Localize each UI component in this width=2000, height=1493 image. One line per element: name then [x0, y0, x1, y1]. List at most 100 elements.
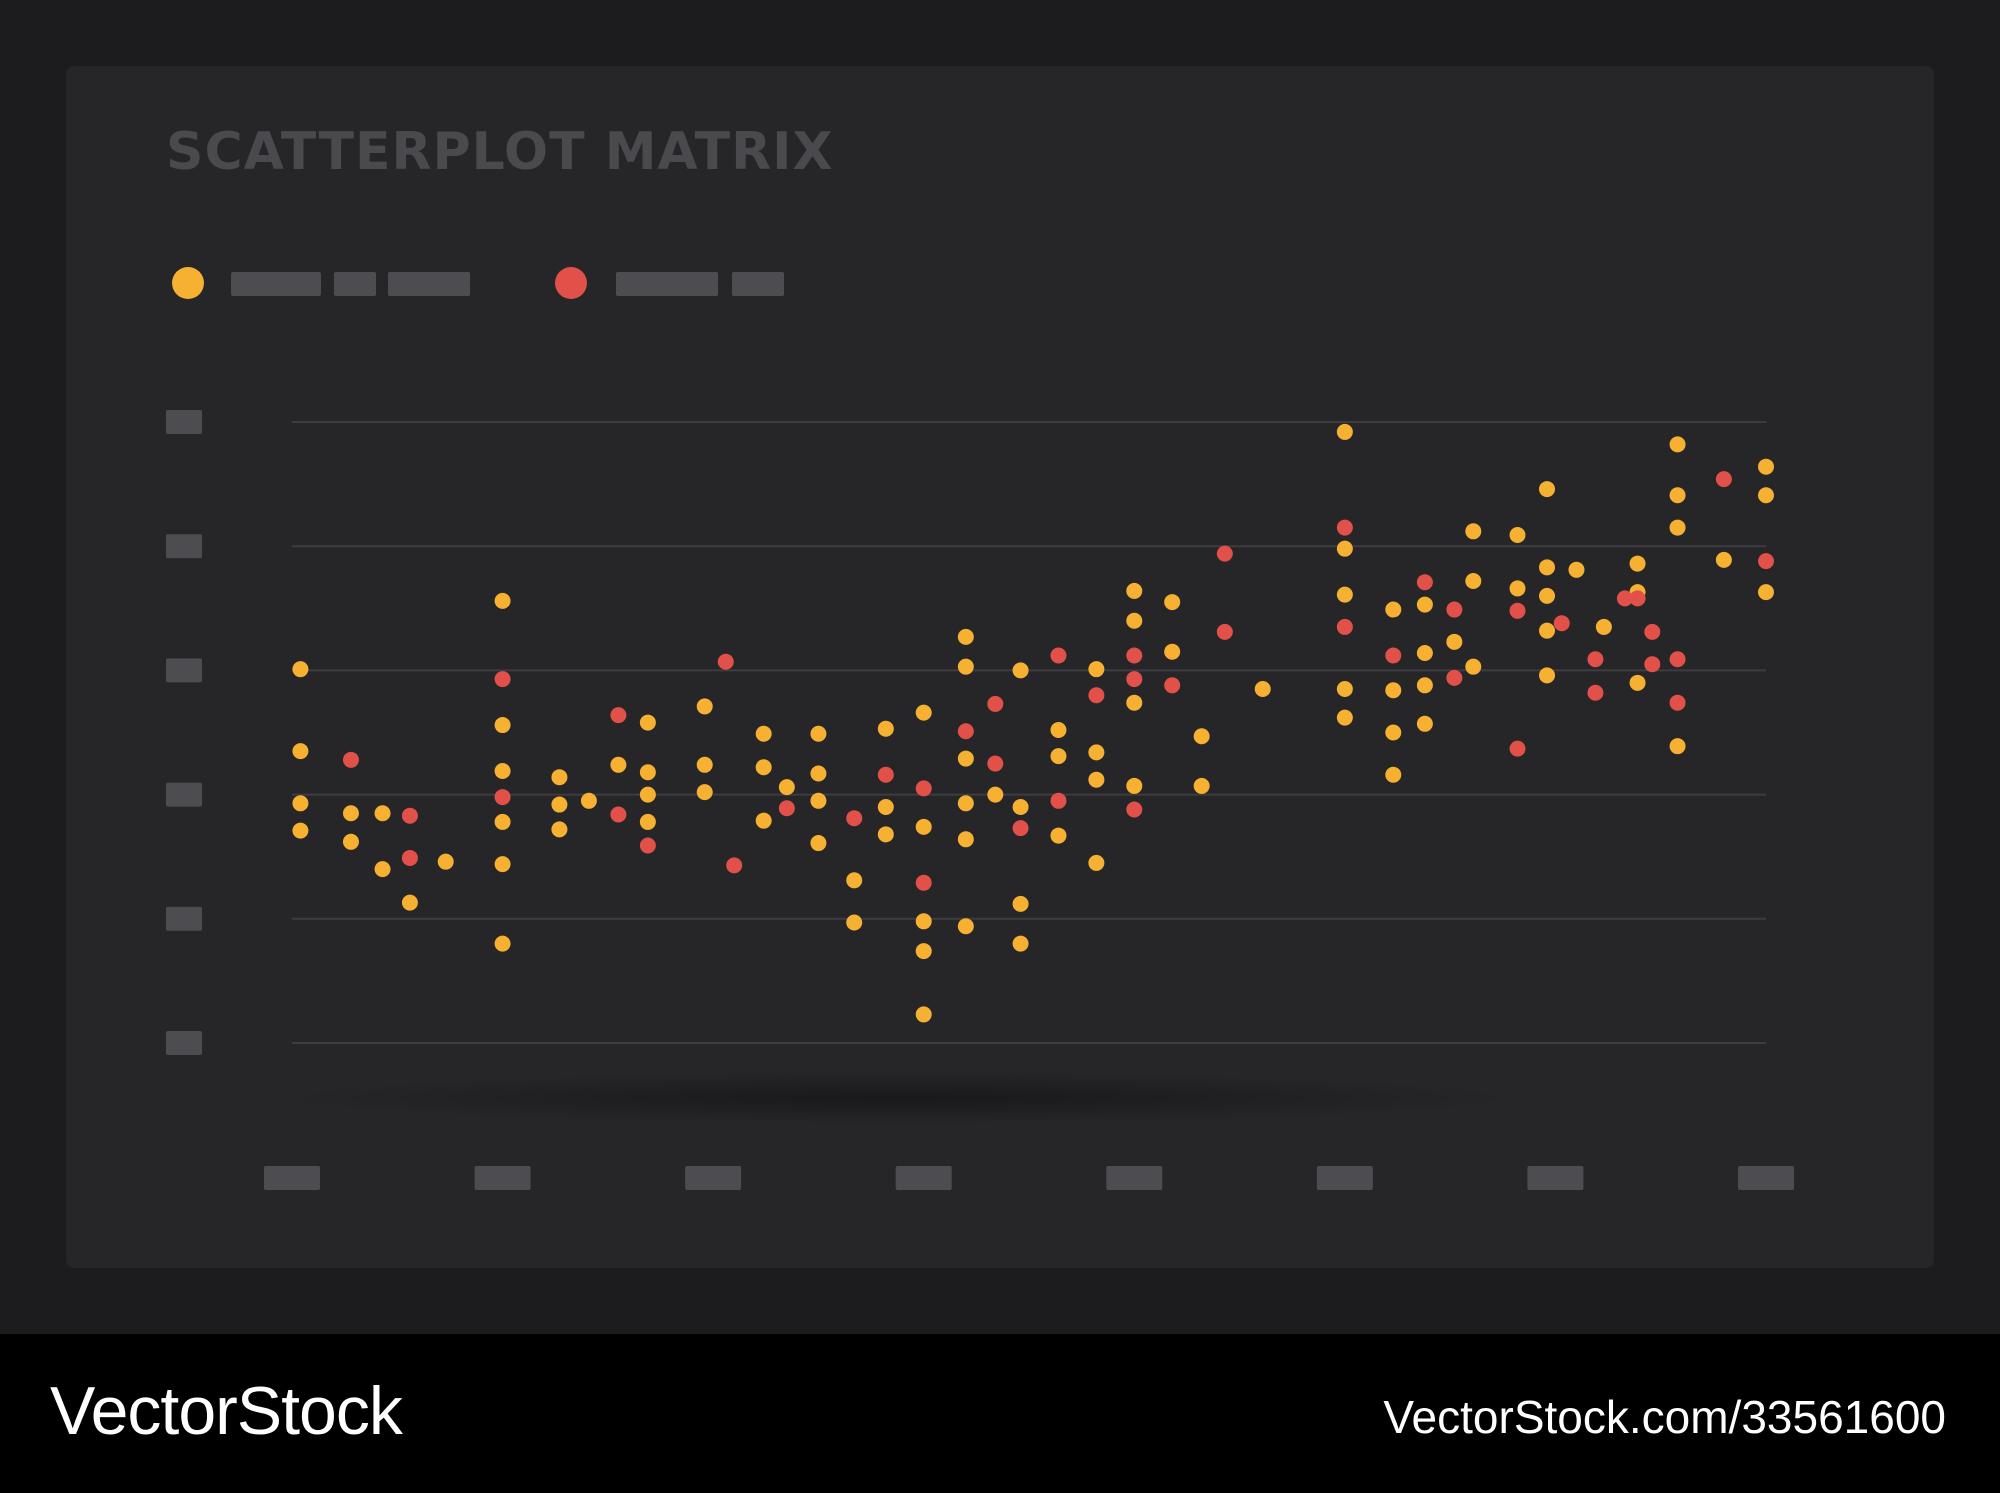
- data-point-series-a: [1088, 771, 1105, 788]
- data-point-series-a: [292, 795, 309, 812]
- scatter-plot: [166, 410, 1794, 1190]
- data-point-series-a: [810, 835, 827, 852]
- footer-brand: VectorStock: [50, 1373, 403, 1449]
- data-point-series-a: [1669, 519, 1686, 536]
- x-tick-label: [474, 1166, 531, 1190]
- data-point-series-a: [1012, 799, 1029, 816]
- data-point-series-b: [1629, 590, 1646, 607]
- data-point-series-b: [1336, 618, 1353, 635]
- data-point-series-a: [1012, 895, 1029, 912]
- data-point-series-b: [957, 723, 974, 740]
- data-point-series-b: [1126, 647, 1143, 664]
- data-point-series-b: [1385, 647, 1402, 664]
- data-point-series-a: [877, 826, 894, 843]
- legend-label-series-a: [334, 272, 376, 296]
- data-point-series-a: [374, 805, 391, 822]
- data-point-series-b: [639, 837, 656, 854]
- legend-label-series-a: [388, 272, 470, 296]
- data-point-series-a: [342, 833, 359, 850]
- data-point-series-a: [915, 704, 932, 721]
- data-point-series-b: [846, 810, 863, 827]
- data-point-series-a: [1385, 601, 1402, 618]
- data-point-series-a: [1539, 667, 1556, 684]
- data-point-series-b: [1644, 623, 1661, 640]
- data-point-series-a: [1336, 540, 1353, 557]
- data-point-series-a: [494, 935, 511, 952]
- data-point-series-a: [292, 822, 309, 839]
- data-point-series-b: [987, 695, 1004, 712]
- data-point-series-b: [1669, 694, 1686, 711]
- data-point-series-a: [810, 765, 827, 782]
- data-point-series-a: [1164, 594, 1181, 611]
- data-point-series-b: [1553, 615, 1570, 632]
- data-point-series-a: [551, 769, 568, 786]
- data-point-series-b: [1669, 651, 1686, 668]
- x-tick-label: [1106, 1166, 1163, 1190]
- data-point-series-a: [1050, 827, 1067, 844]
- plot-shadow: [280, 1072, 1520, 1124]
- data-point-series-a: [1595, 618, 1612, 635]
- data-point-series-a: [915, 818, 932, 835]
- data-point-series-a: [374, 861, 391, 878]
- data-point-series-a: [1416, 677, 1433, 694]
- x-tick-label: [895, 1166, 952, 1190]
- data-point-series-b: [494, 789, 511, 806]
- data-point-series-a: [1385, 682, 1402, 699]
- data-point-series-b: [1126, 801, 1143, 818]
- data-point-series-b: [877, 766, 894, 783]
- data-point-series-a: [1385, 766, 1402, 783]
- data-point-series-a: [1088, 854, 1105, 871]
- data-point-series-a: [1465, 572, 1482, 589]
- data-point-series-a: [915, 913, 932, 930]
- data-point-series-a: [580, 792, 597, 809]
- data-point-series-b: [401, 807, 418, 824]
- data-point-series-a: [1629, 555, 1646, 572]
- chart-title: SCATTERPLOT MATRIX: [166, 122, 834, 182]
- data-point-series-a: [1126, 612, 1143, 629]
- y-tick-label: [166, 906, 202, 931]
- data-point-series-a: [1416, 715, 1433, 732]
- data-point-series-a: [639, 764, 656, 781]
- data-point-series-a: [1193, 728, 1210, 745]
- data-point-series-a: [1126, 777, 1143, 794]
- data-point-series-a: [1336, 709, 1353, 726]
- data-point-series-a: [494, 717, 511, 734]
- legend-label-series-a: [231, 272, 321, 296]
- data-point-series-b: [1446, 669, 1463, 686]
- data-point-series-a: [342, 805, 359, 822]
- x-tick-label: [1527, 1166, 1584, 1190]
- data-point-series-b: [915, 874, 932, 891]
- data-point-series-a: [915, 1006, 932, 1023]
- data-point-series-a: [1193, 777, 1210, 794]
- legend-label-series-b: [732, 272, 784, 296]
- data-point-series-a: [1539, 481, 1556, 498]
- data-point-series-a: [1254, 681, 1271, 698]
- data-point-series-a: [1465, 523, 1482, 540]
- data-point-series-b: [987, 755, 1004, 772]
- data-point-series-a: [639, 813, 656, 830]
- data-point-series-a: [1758, 458, 1774, 475]
- data-point-series-b: [915, 780, 932, 797]
- data-point-series-a: [810, 792, 827, 809]
- data-point-series-a: [494, 763, 511, 780]
- data-point-series-a: [437, 853, 454, 870]
- data-point-series-a: [957, 750, 974, 767]
- data-point-series-a: [1012, 935, 1029, 952]
- data-point-series-a: [494, 813, 511, 830]
- data-point-series-b: [610, 806, 627, 823]
- data-point-series-a: [1088, 661, 1105, 678]
- data-point-series-a: [1758, 487, 1774, 504]
- data-point-series-a: [494, 592, 511, 609]
- data-point-series-a: [1446, 633, 1463, 650]
- data-point-series-a: [755, 812, 772, 829]
- data-point-series-a: [846, 914, 863, 931]
- y-tick-label: [166, 782, 202, 807]
- data-point-series-b: [1088, 687, 1105, 704]
- data-point-series-b: [1509, 602, 1526, 619]
- data-point-series-a: [639, 714, 656, 731]
- y-tick-label: [166, 658, 202, 683]
- data-point-series-a: [915, 943, 932, 960]
- data-point-series-a: [696, 784, 713, 801]
- data-point-series-a: [551, 796, 568, 813]
- data-point-series-a: [1126, 582, 1143, 599]
